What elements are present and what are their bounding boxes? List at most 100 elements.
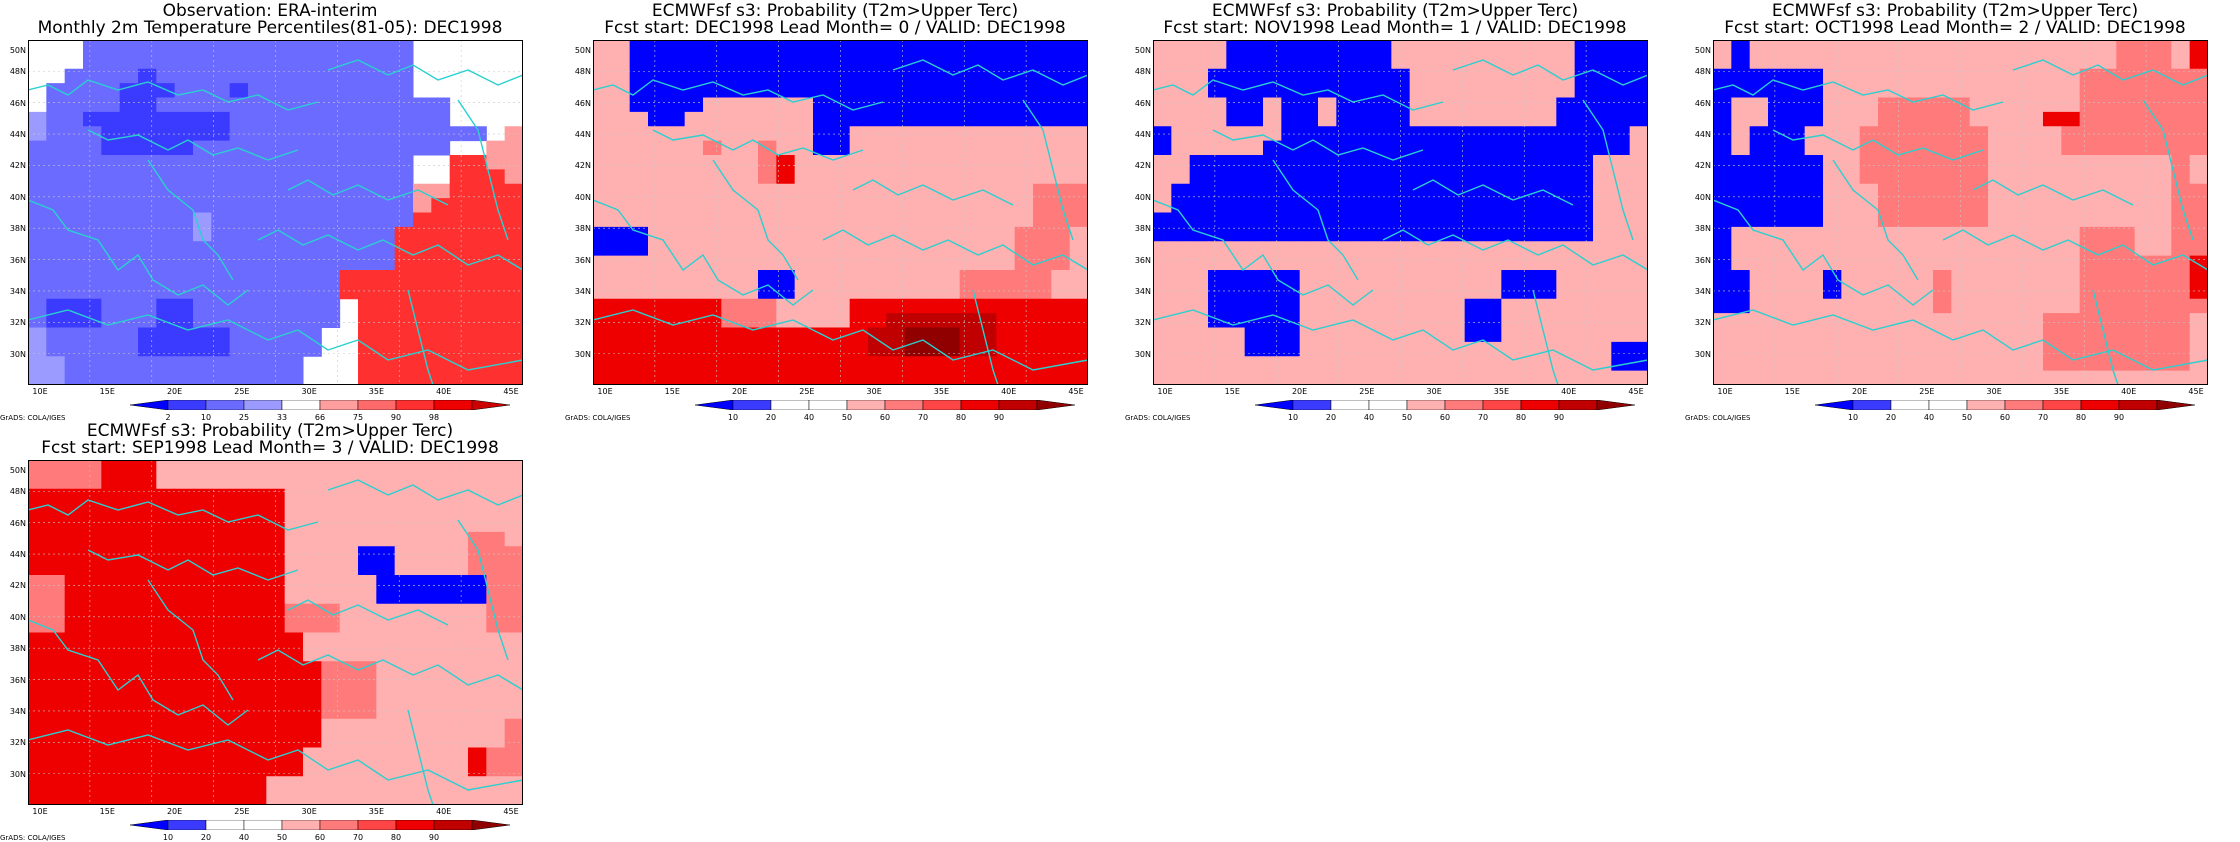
grid-cell xyxy=(211,632,231,648)
grid-cell xyxy=(1189,169,1209,185)
colorbar-segment xyxy=(319,820,359,830)
grid-cell xyxy=(1014,54,1034,70)
grid-cell xyxy=(886,370,906,385)
grid-cell xyxy=(284,40,304,55)
grid-cell xyxy=(64,531,84,547)
colorbar-tick-label: 33 xyxy=(276,413,288,422)
grid-cell xyxy=(413,632,432,648)
grid-cell xyxy=(174,198,194,214)
grid-cell xyxy=(794,284,814,300)
grid-cell xyxy=(284,575,304,590)
lon-label: 25E xyxy=(1919,387,1935,396)
grid-cell xyxy=(1878,327,1897,343)
grid-cell xyxy=(1859,255,1879,271)
grid-cell xyxy=(1464,83,1484,99)
grid-cell xyxy=(394,733,414,749)
grid-cell xyxy=(486,327,506,343)
grid-cell xyxy=(2189,241,2208,257)
grid-cell xyxy=(284,270,304,285)
grid-cell xyxy=(1014,327,1034,343)
grid-cell xyxy=(211,704,231,720)
grid-cell xyxy=(1556,198,1576,214)
grid-cell xyxy=(849,169,869,185)
grid-cell xyxy=(2079,356,2099,372)
grid-cell xyxy=(1988,54,2007,70)
grid-cell xyxy=(1713,126,1732,142)
grid-cell xyxy=(1786,327,1806,343)
grid-cell xyxy=(211,718,231,734)
grid-cell xyxy=(138,270,157,285)
grid-cell xyxy=(1914,313,1934,329)
grid-cell xyxy=(2189,169,2208,185)
grid-cell xyxy=(28,284,47,300)
grid-cell xyxy=(904,313,924,329)
grid-cell xyxy=(376,140,396,156)
grid-cell xyxy=(1069,40,1088,55)
colorbar-tick-label: 50 xyxy=(1401,413,1413,422)
grid-cell xyxy=(1244,126,1264,142)
grid-cell xyxy=(1859,226,1879,242)
grid-cell xyxy=(1281,241,1301,257)
grid-cell xyxy=(2006,68,2026,84)
grid-cell xyxy=(758,298,777,314)
grid-cell xyxy=(1391,241,1411,257)
grid-cell xyxy=(1593,40,1612,55)
grid-cell xyxy=(358,68,377,84)
grid-cell xyxy=(46,140,66,156)
grid-cell xyxy=(1933,226,1952,242)
map-frame xyxy=(1713,40,2208,385)
grid-cell xyxy=(486,747,506,763)
grid-cell xyxy=(83,97,102,113)
grid-cell xyxy=(486,503,506,519)
grid-cell xyxy=(156,270,176,285)
grid-cell xyxy=(358,718,377,734)
grid-cell xyxy=(211,747,231,763)
grid-cell xyxy=(776,68,796,84)
grid-cell xyxy=(394,212,414,228)
grid-cell xyxy=(248,546,267,562)
grid-cell xyxy=(1629,183,1648,199)
grid-cell xyxy=(28,327,47,343)
grid-cell xyxy=(1244,356,1264,372)
grid-cell xyxy=(138,284,157,300)
grid-cell xyxy=(2116,341,2136,357)
grid-cell xyxy=(2024,68,2044,84)
grid-cell xyxy=(1464,356,1484,372)
grid-cell xyxy=(2079,198,2099,214)
grid-cell xyxy=(1014,284,1034,300)
grid-cell xyxy=(1969,327,1989,343)
grid-cell xyxy=(321,503,341,519)
grid-cell xyxy=(1208,111,1227,127)
grid-cell xyxy=(449,546,469,562)
grid-cell xyxy=(2079,169,2099,185)
grid-cell xyxy=(413,212,432,228)
grid-cell xyxy=(2024,226,2044,242)
grid-cell xyxy=(739,341,759,357)
grid-cell xyxy=(1069,241,1088,257)
grid-cell xyxy=(721,155,741,170)
grid-cell xyxy=(776,226,796,242)
grid-cell xyxy=(959,97,979,113)
grid-cell xyxy=(1878,226,1897,242)
grid-cell xyxy=(849,83,869,99)
grid-cell xyxy=(813,83,832,99)
grid-cell xyxy=(119,632,139,648)
colorbar-segment xyxy=(2004,400,2044,410)
grid-cell xyxy=(1574,226,1594,242)
grid-cell xyxy=(648,169,667,185)
grid-cell xyxy=(468,517,487,533)
grid-cell xyxy=(2171,356,2191,372)
grid-cell xyxy=(156,661,176,677)
grid-cell xyxy=(358,776,377,792)
grid-cell xyxy=(2024,298,2044,314)
grid-cell xyxy=(1611,83,1631,99)
grid-cell xyxy=(2189,155,2208,170)
grid-cell xyxy=(339,589,359,605)
grid-cell xyxy=(1446,313,1466,329)
grid-cell xyxy=(101,531,121,547)
grid-cell xyxy=(138,198,157,214)
grid-cell xyxy=(1069,284,1088,300)
grid-cell xyxy=(739,313,759,329)
lat-label: 46N xyxy=(574,98,591,108)
grid-cell xyxy=(413,226,432,242)
